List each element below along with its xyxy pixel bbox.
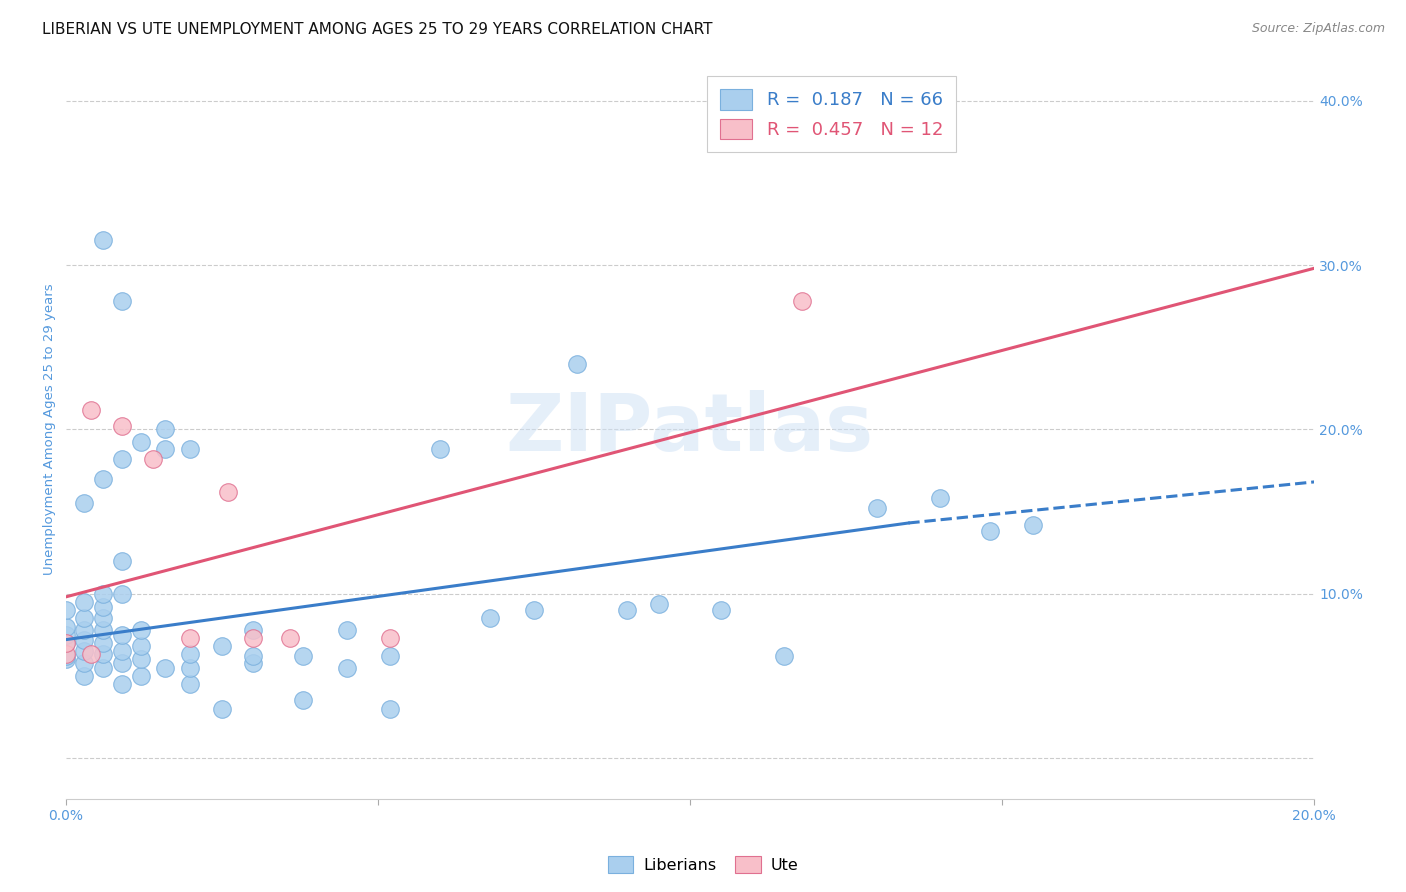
- Point: [242, 631, 264, 645]
- Point: [616, 603, 638, 617]
- Point: [179, 648, 201, 662]
- Point: [335, 660, 357, 674]
- Point: [55, 636, 77, 650]
- Point: [179, 660, 201, 674]
- Point: [55, 649, 77, 664]
- Point: [429, 442, 451, 456]
- Point: [211, 639, 233, 653]
- Point: [129, 652, 152, 666]
- Point: [91, 660, 114, 674]
- Point: [111, 451, 134, 466]
- Point: [79, 648, 101, 662]
- Point: [73, 632, 96, 647]
- Point: [866, 501, 889, 516]
- Point: [380, 701, 402, 715]
- Point: [155, 442, 177, 456]
- Point: [55, 636, 77, 650]
- Point: [91, 599, 114, 614]
- Point: [928, 491, 950, 506]
- Point: [792, 294, 814, 309]
- Text: ZIPatlas: ZIPatlas: [506, 391, 875, 468]
- Point: [73, 644, 96, 658]
- Point: [567, 357, 589, 371]
- Point: [772, 649, 794, 664]
- Legend: Liberians, Ute: Liberians, Ute: [602, 849, 804, 880]
- Point: [111, 294, 134, 309]
- Point: [142, 451, 165, 466]
- Point: [91, 623, 114, 637]
- Point: [111, 587, 134, 601]
- Legend: R =  0.187   N = 66, R =  0.457   N = 12: R = 0.187 N = 66, R = 0.457 N = 12: [707, 76, 956, 152]
- Point: [242, 623, 264, 637]
- Point: [91, 636, 114, 650]
- Text: LIBERIAN VS UTE UNEMPLOYMENT AMONG AGES 25 TO 29 YEARS CORRELATION CHART: LIBERIAN VS UTE UNEMPLOYMENT AMONG AGES …: [42, 22, 713, 37]
- Point: [55, 652, 77, 666]
- Point: [217, 484, 239, 499]
- Point: [155, 422, 177, 436]
- Point: [73, 623, 96, 637]
- Point: [155, 660, 177, 674]
- Point: [91, 233, 114, 247]
- Point: [73, 496, 96, 510]
- Point: [55, 648, 77, 662]
- Point: [111, 554, 134, 568]
- Point: [179, 677, 201, 691]
- Point: [291, 649, 314, 664]
- Point: [55, 619, 77, 633]
- Point: [111, 628, 134, 642]
- Point: [73, 656, 96, 670]
- Point: [523, 603, 546, 617]
- Point: [73, 595, 96, 609]
- Point: [111, 419, 134, 434]
- Point: [211, 701, 233, 715]
- Text: Source: ZipAtlas.com: Source: ZipAtlas.com: [1251, 22, 1385, 36]
- Point: [129, 623, 152, 637]
- Point: [380, 649, 402, 664]
- Point: [91, 587, 114, 601]
- Point: [91, 472, 114, 486]
- Point: [55, 603, 77, 617]
- Point: [111, 644, 134, 658]
- Point: [979, 524, 1001, 539]
- Point: [79, 402, 101, 417]
- Point: [242, 649, 264, 664]
- Point: [91, 648, 114, 662]
- Point: [710, 603, 733, 617]
- Point: [111, 677, 134, 691]
- Point: [479, 611, 502, 625]
- Point: [1022, 517, 1045, 532]
- Point: [129, 639, 152, 653]
- Point: [111, 656, 134, 670]
- Point: [179, 442, 201, 456]
- Point: [73, 669, 96, 683]
- Y-axis label: Unemployment Among Ages 25 to 29 years: Unemployment Among Ages 25 to 29 years: [44, 284, 56, 575]
- Point: [242, 656, 264, 670]
- Point: [91, 611, 114, 625]
- Point: [179, 631, 201, 645]
- Point: [129, 669, 152, 683]
- Point: [55, 628, 77, 642]
- Point: [380, 631, 402, 645]
- Point: [335, 623, 357, 637]
- Point: [129, 435, 152, 450]
- Point: [278, 631, 301, 645]
- Point: [291, 693, 314, 707]
- Point: [647, 597, 669, 611]
- Point: [73, 611, 96, 625]
